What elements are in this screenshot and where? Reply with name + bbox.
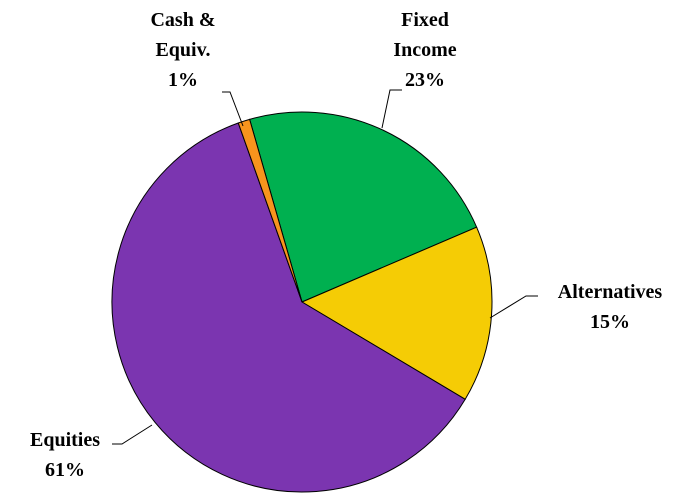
value-label: 1%	[168, 69, 198, 91]
category-label: Fixed Income	[393, 9, 457, 61]
leader-line	[222, 91, 244, 127]
value-label: 23%	[405, 69, 445, 91]
category-label: Equities	[29, 429, 101, 451]
leader-line	[381, 89, 402, 129]
category-label: Alternatives	[557, 281, 663, 303]
pie-slice	[249, 111, 478, 303]
slice-label: Equities 61%	[15, 425, 115, 485]
value-label: 61%	[45, 459, 85, 481]
pie-slice	[300, 226, 493, 400]
category-label: Cash & Equiv.	[150, 9, 216, 61]
slice-label: Cash & Equiv. 1%	[143, 5, 223, 95]
slice-label: Fixed Income 23%	[385, 5, 465, 95]
pie-slice	[111, 122, 466, 493]
slice-label: Alternatives 15%	[540, 277, 680, 337]
value-label: 15%	[590, 311, 630, 333]
pie-slice	[237, 118, 303, 303]
leader-line	[112, 424, 153, 445]
leader-line	[489, 295, 538, 319]
